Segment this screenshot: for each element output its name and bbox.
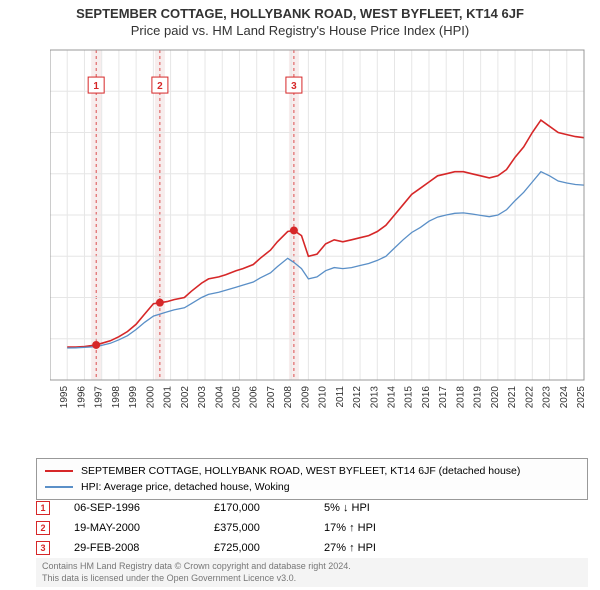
sale-row: 3 29-FEB-2008£725,00027% ↑ HPI <box>36 538 588 558</box>
svg-text:2008: 2008 <box>283 386 294 409</box>
sale-marker-badge: 1 <box>36 501 50 515</box>
legend-label: SEPTEMBER COTTAGE, HOLLYBANK ROAD, WEST … <box>81 465 520 477</box>
svg-text:2003: 2003 <box>197 386 208 409</box>
svg-text:2002: 2002 <box>180 386 191 409</box>
svg-text:2013: 2013 <box>369 386 380 409</box>
svg-text:1994: 1994 <box>50 386 53 409</box>
legend-label: HPI: Average price, detached house, Woki… <box>81 481 290 493</box>
svg-text:2023: 2023 <box>542 386 553 409</box>
svg-text:1996: 1996 <box>76 386 87 409</box>
sale-price: £170,000 <box>214 502 324 514</box>
svg-text:2012: 2012 <box>352 386 363 409</box>
svg-text:2025: 2025 <box>576 386 587 409</box>
svg-text:1997: 1997 <box>94 386 105 409</box>
footer-line-1: Contains HM Land Registry data © Crown c… <box>42 561 582 573</box>
svg-text:2021: 2021 <box>507 386 518 409</box>
legend-swatch <box>45 470 73 472</box>
svg-text:1999: 1999 <box>128 386 139 409</box>
svg-text:2000: 2000 <box>145 386 156 409</box>
svg-text:2010: 2010 <box>318 386 329 409</box>
sales-table: 1 06-SEP-1996£170,0005% ↓ HPI 2 19-MAY-2000… <box>36 498 588 558</box>
legend-item: SEPTEMBER COTTAGE, HOLLYBANK ROAD, WEST … <box>45 463 579 479</box>
chart-container: SEPTEMBER COTTAGE, HOLLYBANK ROAD, WEST … <box>0 0 600 590</box>
sale-row: 1 06-SEP-1996£170,0005% ↓ HPI <box>36 498 588 518</box>
title-sub: Price paid vs. HM Land Registry's House … <box>0 23 600 38</box>
sale-date: 19-MAY-2000 <box>74 522 214 534</box>
svg-text:1998: 1998 <box>111 386 122 409</box>
svg-text:2014: 2014 <box>387 386 398 409</box>
sale-delta: 17% ↑ HPI <box>324 522 434 534</box>
svg-text:2: 2 <box>157 81 163 92</box>
sale-row: 2 19-MAY-2000£375,00017% ↑ HPI <box>36 518 588 538</box>
sale-marker-badge: 3 <box>36 541 50 555</box>
sale-price: £375,000 <box>214 522 324 534</box>
legend: SEPTEMBER COTTAGE, HOLLYBANK ROAD, WEST … <box>36 458 588 500</box>
line-chart: £0£200K£400K£600K£800K£1M£1.2M£1.4M£1.6M… <box>50 48 590 418</box>
sale-delta: 5% ↓ HPI <box>324 502 434 514</box>
svg-text:2015: 2015 <box>404 386 415 409</box>
legend-item: HPI: Average price, detached house, Woki… <box>45 479 579 495</box>
sale-delta: 27% ↑ HPI <box>324 542 434 554</box>
sale-date: 06-SEP-1996 <box>74 502 214 514</box>
svg-text:2009: 2009 <box>300 386 311 409</box>
svg-text:1: 1 <box>93 81 99 92</box>
svg-text:2024: 2024 <box>559 386 570 409</box>
svg-text:2016: 2016 <box>421 386 432 409</box>
svg-text:2020: 2020 <box>490 386 501 409</box>
svg-text:2019: 2019 <box>473 386 484 409</box>
svg-text:2005: 2005 <box>231 386 242 409</box>
svg-text:2011: 2011 <box>335 386 346 408</box>
sale-marker-badge: 2 <box>36 521 50 535</box>
svg-text:2004: 2004 <box>214 386 225 409</box>
title-area: SEPTEMBER COTTAGE, HOLLYBANK ROAD, WEST … <box>0 0 600 38</box>
footer-attribution: Contains HM Land Registry data © Crown c… <box>36 558 588 587</box>
title-main: SEPTEMBER COTTAGE, HOLLYBANK ROAD, WEST … <box>0 6 600 21</box>
sale-date: 29-FEB-2008 <box>74 542 214 554</box>
footer-line-2: This data is licensed under the Open Gov… <box>42 573 582 585</box>
svg-text:2018: 2018 <box>455 386 466 409</box>
svg-text:2006: 2006 <box>249 386 260 409</box>
svg-text:3: 3 <box>291 81 297 92</box>
svg-text:2001: 2001 <box>163 386 174 409</box>
sale-price: £725,000 <box>214 542 324 554</box>
svg-text:2017: 2017 <box>438 386 449 409</box>
svg-text:1995: 1995 <box>59 386 70 409</box>
svg-text:2022: 2022 <box>524 386 535 409</box>
legend-swatch <box>45 486 73 488</box>
svg-text:2007: 2007 <box>266 386 277 409</box>
